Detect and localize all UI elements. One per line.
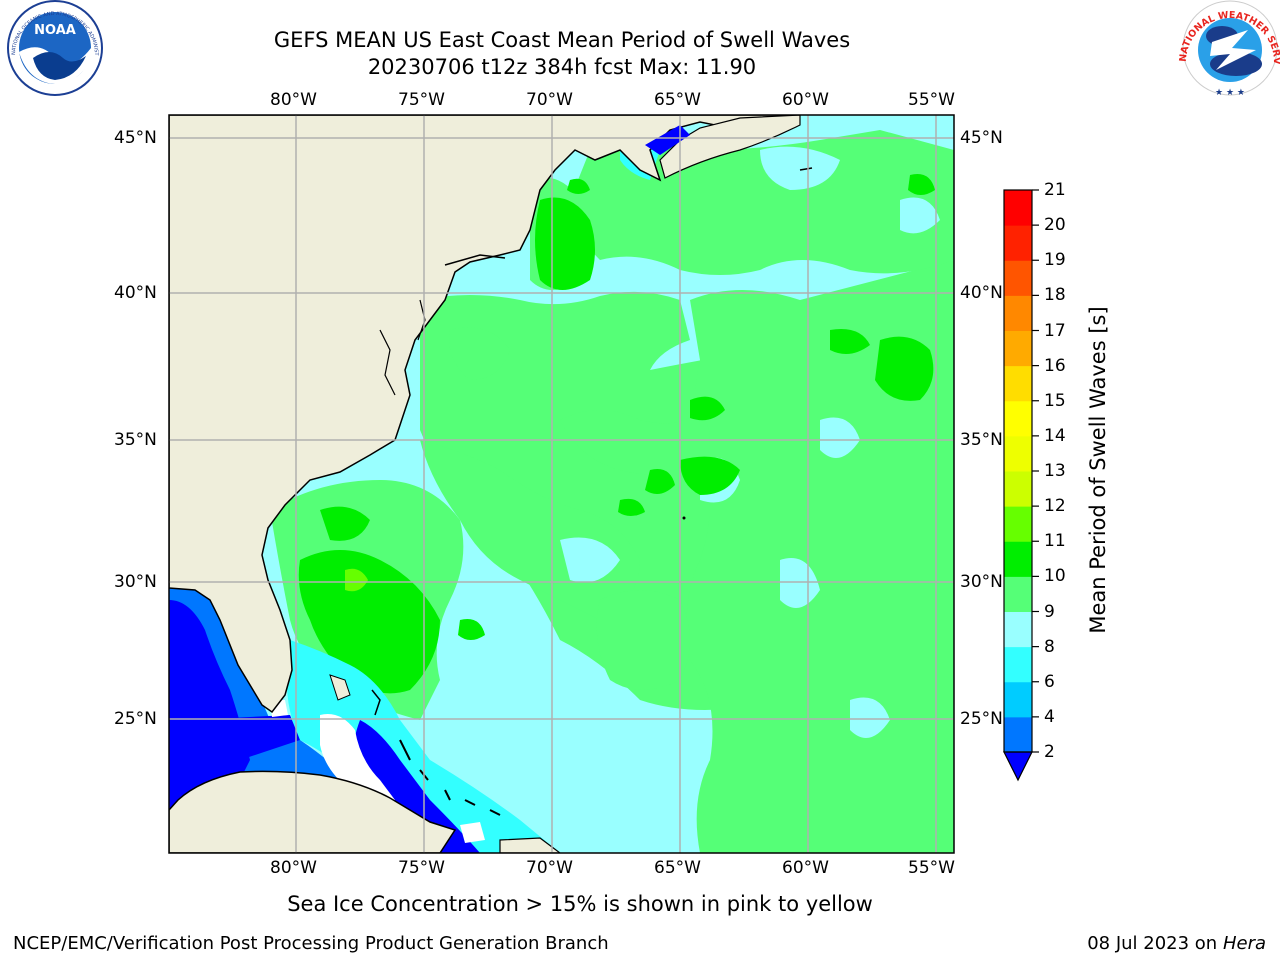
sea-ice-note: Sea Ice Concentration > 15% is shown in … — [287, 892, 873, 916]
lon-label-bottom: 70°W — [526, 858, 573, 878]
lat-label-left: 45°N — [114, 128, 157, 148]
colorbar-tick-label: 8 — [1044, 636, 1055, 657]
colorbar-segment — [1004, 506, 1032, 542]
lon-label-bottom: 55°W — [908, 858, 955, 878]
map-title: GEFS MEAN US East Coast Mean Period of S… — [273, 28, 851, 52]
lat-label-right: 30°N — [960, 572, 1003, 592]
noaa-logo-text: NOAA — [34, 23, 76, 38]
lon-label-top: 60°W — [782, 90, 829, 110]
lat-label-left: 40°N — [114, 283, 157, 303]
lat-label-left: 25°N — [114, 709, 157, 729]
svg-text:NATIONAL WEATHER SERVICE: NATIONAL WEATHER SERVICE — [0, 0, 1280, 65]
colorbar-segment — [1004, 435, 1032, 472]
colorbar-segment — [1004, 681, 1032, 718]
nws-logo: NATIONAL WEATHER SERVICE ★ ★ ★ — [0, 0, 1280, 98]
map-area — [169, 115, 954, 853]
lon-label-top: 65°W — [654, 90, 701, 110]
colorbar-tick-label: 16 — [1044, 355, 1066, 376]
footer-date-text: 08 Jul 2023 on — [1087, 933, 1223, 954]
colorbar-segment — [1004, 576, 1032, 612]
colorbar — [1003, 189, 1039, 782]
colorbar-segment — [1004, 716, 1032, 753]
colorbar-segment — [1004, 190, 1032, 226]
map-frame — [168, 114, 955, 854]
colorbar-segment — [1004, 225, 1032, 261]
colorbar-tick-label: 11 — [1044, 531, 1066, 552]
svg-text:★ ★ ★: ★ ★ ★ — [1215, 88, 1245, 98]
colorbar-segment — [1004, 646, 1032, 683]
lon-label-bottom: 80°W — [270, 858, 317, 878]
colorbar-tick-label: 19 — [1044, 250, 1066, 271]
footer-date: 08 Jul 2023 on Hera — [1087, 933, 1266, 955]
colorbar-segment — [1004, 611, 1032, 648]
colorbar-segment — [1004, 330, 1032, 367]
colorbar-tick-label: 13 — [1044, 461, 1066, 481]
lon-label-bottom: 75°W — [398, 858, 445, 878]
lon-label-top: 55°W — [908, 90, 955, 110]
colorbar-tick-label: 21 — [1044, 180, 1066, 200]
colorbar-tick-label: 10 — [1044, 566, 1066, 587]
colorbar-segment — [1004, 365, 1032, 402]
colorbar-tick-label: 20 — [1044, 215, 1066, 236]
colorbar-tick-label: 14 — [1044, 425, 1066, 446]
map-subtitle: 20230706 t12z 384h fcst Max: 11.90 — [367, 55, 757, 79]
map-gridlines — [169, 115, 954, 853]
colorbar-label: Mean Period of Swell Waves [s] — [1086, 306, 1110, 634]
lon-label-bottom: 60°W — [782, 858, 829, 878]
colorbar-tick-label: 15 — [1044, 390, 1066, 411]
colorbar-segment — [1004, 295, 1032, 331]
lon-label-top: 80°W — [270, 90, 317, 110]
colorbar-tick-label: 17 — [1044, 320, 1066, 341]
colorbar-tick-label: 4 — [1044, 706, 1055, 727]
lat-label-right: 40°N — [960, 283, 1003, 303]
lat-label-right: 45°N — [960, 128, 1003, 148]
nws-logo-text: NATIONAL WEATHER SERVICE — [0, 0, 1280, 65]
lat-label-right: 25°N — [960, 709, 1003, 729]
lat-label-right: 35°N — [960, 430, 1003, 450]
lon-label-top: 75°W — [398, 90, 445, 110]
colorbar-segment — [1004, 260, 1032, 296]
lat-label-left: 30°N — [114, 572, 157, 592]
lon-label-top: 70°W — [526, 90, 573, 110]
colorbar-tick-label: 2 — [1044, 742, 1055, 762]
lat-label-left: 35°N — [114, 430, 157, 450]
colorbar-tick-label: 6 — [1044, 671, 1055, 692]
colorbar-segment — [1004, 400, 1032, 437]
footer-credit: NCEP/EMC/Verification Post Processing Pr… — [13, 933, 609, 954]
colorbar-segment — [1004, 471, 1032, 507]
lon-label-bottom: 65°W — [654, 858, 701, 878]
colorbar-segment — [1004, 541, 1032, 577]
footer-machine: Hera — [1222, 933, 1266, 954]
colorbar-tick-label: 18 — [1044, 285, 1066, 306]
noaa-logo: NOAA NATIONAL OCEANIC AND ATMOSPHERIC AD… — [0, 0, 103, 96]
colorbar-tick-label: 12 — [1044, 496, 1066, 517]
colorbar-tick-label: 9 — [1044, 601, 1055, 622]
colorbar-under-triangle — [1003, 751, 1033, 782]
